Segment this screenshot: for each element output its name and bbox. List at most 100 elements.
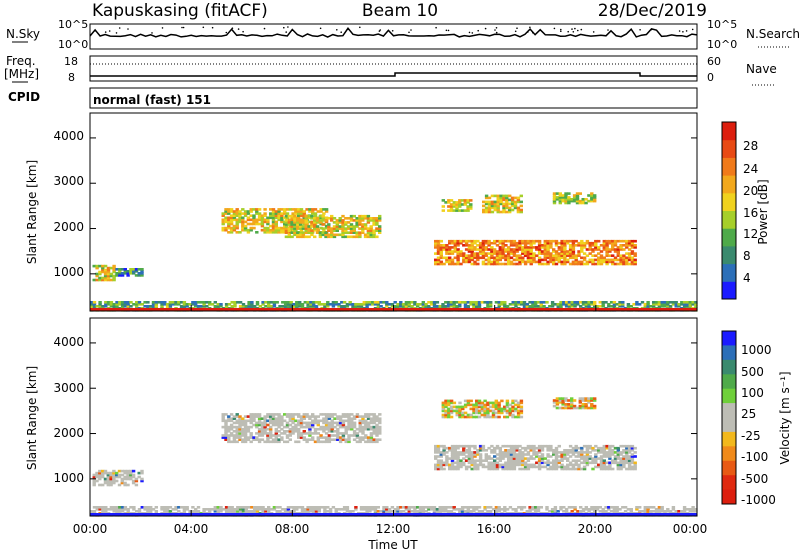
colorbar-segment — [722, 263, 736, 282]
heatmap-cell — [489, 305, 493, 308]
heatmap-cell — [611, 241, 615, 245]
heatmap-cell — [238, 434, 242, 437]
heatmap-cell — [475, 305, 479, 308]
heatmap-cell — [529, 246, 533, 249]
power-cbar-tick-4: 4 — [743, 271, 751, 285]
heatmap-cell — [330, 413, 334, 416]
heatmap-cell — [490, 262, 494, 266]
heatmap-cell — [255, 425, 259, 429]
heatmap-cell — [126, 508, 130, 511]
heatmap-cell — [266, 436, 270, 439]
heatmap-cell — [297, 436, 301, 439]
heatmap-cell — [478, 449, 483, 452]
heatmap-cell — [442, 463, 446, 467]
heatmap-cell — [283, 432, 287, 435]
heatmap-cell — [513, 200, 518, 204]
heatmap-cell — [445, 256, 449, 260]
heatmap-cell — [595, 506, 600, 509]
heatmap-cell — [627, 467, 632, 471]
heatmap-cell — [436, 252, 441, 255]
heatmap-cell — [123, 508, 128, 511]
heatmap-cell — [608, 457, 612, 460]
heatmap-cell — [579, 510, 583, 513]
heatmap-cell — [330, 233, 334, 237]
heatmap-cell — [554, 262, 559, 266]
heatmap-cell — [469, 407, 473, 411]
heatmap-cell — [368, 303, 372, 306]
heatmap-cell — [165, 506, 170, 509]
heatmap-cell — [532, 258, 536, 262]
heatmap-cell — [476, 244, 480, 247]
heatmap-cell — [657, 305, 662, 308]
heatmap-cell — [140, 477, 144, 481]
heatmap-cell — [277, 419, 281, 423]
heatmap-cell — [101, 266, 105, 270]
heatmap-cell — [570, 399, 574, 402]
heatmap-cell — [660, 510, 664, 513]
heatmap-cell — [490, 204, 495, 208]
heatmap-cell — [288, 438, 292, 441]
noise-left-tick-low: 10^0 — [58, 38, 88, 51]
heatmap-cell — [444, 405, 448, 409]
heatmap-cell — [255, 413, 259, 416]
heatmap-cell — [115, 305, 119, 308]
heatmap-cell — [298, 305, 302, 308]
heatmap-cell — [316, 438, 320, 441]
heatmap-cell — [269, 427, 273, 431]
heatmap-cell — [487, 210, 492, 214]
heatmap-cell — [481, 244, 486, 247]
heatmap-cell — [120, 481, 124, 485]
heatmap-cell — [627, 248, 632, 251]
heatmap-cell — [280, 417, 284, 420]
heatmap-cell — [458, 301, 462, 304]
heatmap-cell — [609, 506, 614, 509]
heatmap-cell — [455, 411, 459, 415]
heatmap-cell — [481, 252, 486, 255]
heatmap-cell — [510, 204, 515, 208]
heatmap-cell — [502, 208, 506, 212]
heatmap-cell — [311, 438, 315, 441]
heatmap-cell — [109, 508, 114, 511]
noise-panel-frame — [89, 23, 698, 50]
heatmap-cell — [574, 451, 578, 454]
heatmap-cell — [286, 303, 291, 306]
heatmap-cell — [434, 451, 438, 454]
heatmap-cell — [432, 506, 437, 509]
heatmap-cell — [396, 508, 400, 511]
heatmap-cell — [401, 506, 406, 509]
heatmap-cell — [510, 198, 515, 202]
heatmap-cell — [663, 301, 667, 304]
heatmap-cell — [257, 427, 262, 431]
heatmap-cell — [577, 465, 581, 469]
heatmap-cell — [482, 204, 486, 208]
heatmap-cell — [174, 303, 178, 306]
heatmap-cell — [449, 303, 454, 306]
heatmap-cell — [652, 305, 656, 308]
heatmap-cell — [508, 208, 512, 212]
heatmap-cell — [493, 465, 497, 469]
heatmap-cell — [227, 216, 231, 220]
heatmap-cell — [154, 301, 158, 304]
heatmap-cell — [140, 479, 144, 483]
heatmap-cell — [456, 465, 460, 469]
heatmap-cell — [327, 233, 331, 237]
heatmap-cell — [106, 303, 111, 306]
heatmap-cell — [112, 270, 116, 274]
heatmap-cell — [363, 223, 368, 226]
heatmap-cell — [508, 303, 513, 306]
heatmap-cell — [365, 506, 369, 509]
heatmap-cell — [449, 510, 454, 513]
heatmap-cell — [594, 262, 598, 266]
heatmap-cell — [668, 510, 673, 513]
heatmap-cell — [608, 463, 612, 467]
heatmap-cell — [448, 239, 452, 243]
heatmap-cell — [463, 411, 468, 415]
heatmap-cell — [249, 415, 253, 418]
heatmap-cell — [475, 409, 479, 413]
heatmap-cell — [266, 419, 270, 423]
heatmap-cell — [553, 303, 558, 306]
heatmap-cell — [298, 506, 302, 509]
heatmap-cell — [98, 506, 102, 509]
heatmap-cell — [109, 305, 114, 308]
heatmap-cell — [261, 301, 265, 304]
